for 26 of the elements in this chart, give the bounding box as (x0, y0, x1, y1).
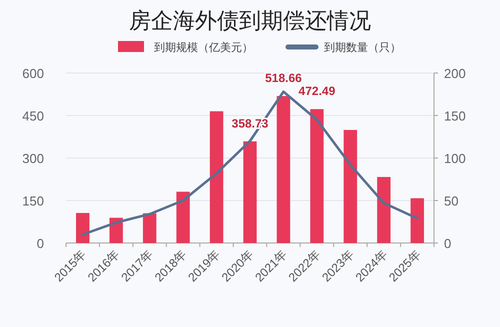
bar (377, 176, 391, 243)
y2-tick-label: 50 (444, 194, 458, 208)
bar (76, 212, 90, 243)
legend-label: 到期规模（亿美元） (154, 41, 253, 54)
y-tick-label: 600 (22, 66, 44, 81)
bar (142, 213, 156, 243)
bar (210, 111, 224, 243)
chart-title: 房企海外债到期偿还情况 (129, 8, 371, 33)
y2-tick-label: 100 (444, 151, 466, 166)
y-tick-label: 300 (22, 151, 44, 166)
y-tick-label: 450 (22, 108, 44, 124)
bar (109, 218, 123, 243)
bar (176, 192, 190, 243)
data-label: 518.66 (265, 71, 302, 86)
bar (243, 141, 257, 243)
bar (276, 96, 290, 243)
legend-label: 到期数量（只） (324, 42, 401, 54)
y2-tick-label: 0 (444, 236, 452, 251)
y2-tick-label: 200 (444, 66, 466, 81)
bar (310, 109, 324, 243)
data-label: 472.49 (298, 84, 336, 98)
y-tick-label: 0 (36, 236, 44, 251)
bar (344, 130, 358, 243)
y2-tick-label: 150 (444, 108, 466, 124)
y-tick-label: 150 (22, 194, 44, 208)
bar (410, 198, 424, 243)
